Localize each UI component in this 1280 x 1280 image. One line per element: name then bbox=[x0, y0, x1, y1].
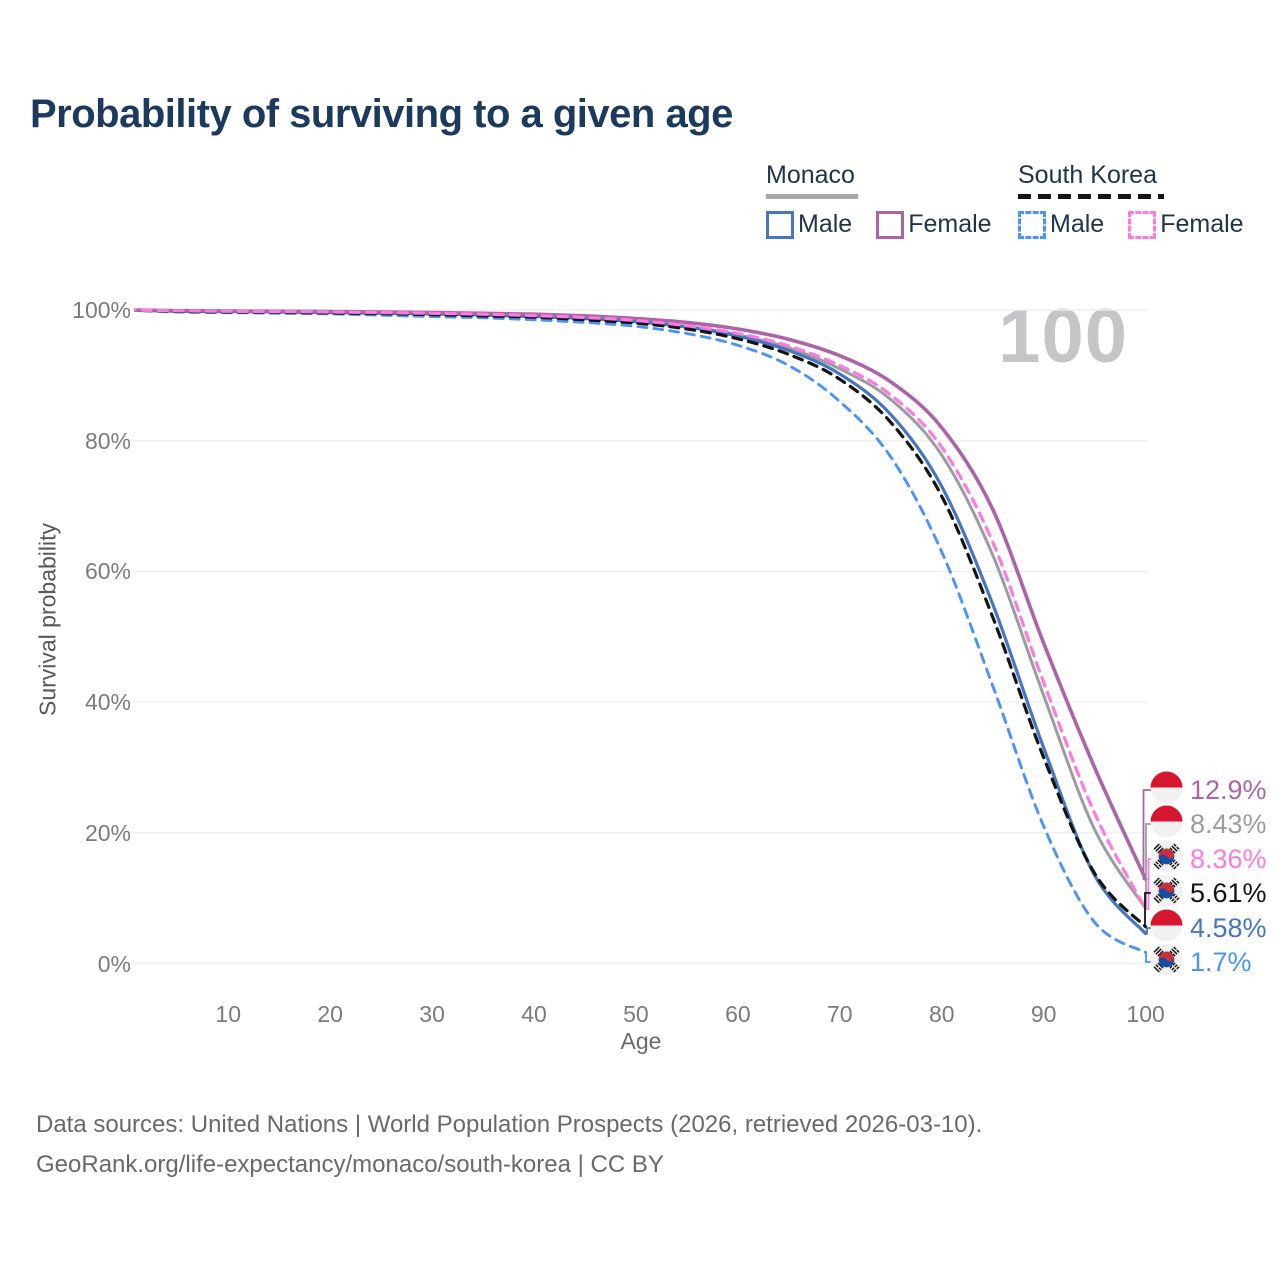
legend-dashed-line-sample bbox=[1018, 194, 1164, 199]
series-line-south-korea-female bbox=[134, 308, 1148, 911]
x-tick-80: 80 bbox=[928, 1001, 955, 1027]
south-korea-flag bbox=[1150, 874, 1183, 912]
monaco-flag-icon bbox=[1150, 909, 1183, 942]
legend-label: Female bbox=[1160, 210, 1244, 238]
end-value-label: 8.43% bbox=[1190, 808, 1267, 839]
legend-group-title: Monaco bbox=[766, 161, 855, 189]
legend-label: Male bbox=[798, 210, 853, 238]
x-tick-70: 70 bbox=[827, 1001, 853, 1027]
x-tick-20: 20 bbox=[317, 1001, 343, 1027]
y-tick-100: 100% bbox=[72, 297, 131, 323]
end-label-monaco-both-sexes: 8.43% bbox=[1150, 805, 1267, 843]
leader-south-korea-female bbox=[1144, 858, 1152, 910]
y-tick-60: 60% bbox=[84, 558, 131, 585]
monaco-flag bbox=[1150, 771, 1183, 809]
legend-swatch-south-korea-female bbox=[1128, 210, 1157, 239]
age-counter-watermark: 100 bbox=[998, 294, 1128, 379]
end-label-monaco-female: 12.9% bbox=[1150, 771, 1267, 809]
y-tick-20: 20% bbox=[84, 819, 131, 846]
x-tick-90: 90 bbox=[1030, 1001, 1057, 1027]
monaco-flag bbox=[1150, 909, 1183, 947]
y-tick-40: 40% bbox=[84, 689, 131, 716]
end-value-label: 12.9% bbox=[1190, 774, 1267, 805]
end-label-south-korea-female: 8.36% bbox=[1150, 840, 1267, 878]
footer-data-sources: Data sources: United Nations | World Pop… bbox=[36, 1111, 983, 1138]
end-label-south-korea-both-sexes: 5.61% bbox=[1150, 874, 1267, 912]
series-line-monaco-male bbox=[134, 308, 1148, 936]
south-korea-flag-icon bbox=[1150, 943, 1183, 976]
series-curves bbox=[134, 308, 1148, 954]
page-title: Probability of surviving to a given age bbox=[30, 92, 733, 136]
x-tick-40: 40 bbox=[521, 1001, 547, 1027]
series-line-monaco-female bbox=[134, 308, 1148, 881]
south-korea-flag bbox=[1150, 943, 1183, 981]
x-tick-10: 10 bbox=[215, 1001, 242, 1027]
leader-monaco-male bbox=[1144, 927, 1152, 935]
legend-solid-line-sample bbox=[766, 194, 858, 199]
footer-attribution: GeoRank.org/life-expectancy/monaco/south… bbox=[36, 1151, 664, 1178]
legend-swatch-monaco-female bbox=[876, 210, 905, 239]
leader-south-korea-male bbox=[1144, 951, 1152, 963]
legend-item-monaco-female[interactable]: Female bbox=[876, 210, 992, 239]
x-tick-30: 30 bbox=[419, 1001, 445, 1027]
south-korea-flag bbox=[1150, 840, 1183, 878]
end-value-label: 1.7% bbox=[1190, 946, 1252, 977]
monaco-flag bbox=[1150, 805, 1183, 843]
leader-monaco-female bbox=[1142, 789, 1152, 881]
end-value-label: 5.61% bbox=[1190, 877, 1267, 908]
south-korea-flag-icon bbox=[1150, 840, 1183, 873]
monaco-flag-icon bbox=[1150, 771, 1183, 804]
x-tick-50: 50 bbox=[623, 1001, 649, 1027]
legend-label: Male bbox=[1050, 210, 1105, 238]
y-tick-80: 80% bbox=[84, 427, 131, 454]
end-value-label: 8.36% bbox=[1190, 843, 1267, 874]
legend-swatch-monaco-male bbox=[766, 210, 794, 239]
legend-group-title: South Korea bbox=[1018, 161, 1157, 189]
south-korea-flag-icon bbox=[1150, 874, 1183, 907]
gridlines bbox=[133, 309, 1148, 965]
series-line-south-korea-both-sexes bbox=[134, 308, 1148, 929]
y-axis-title: Survival probability bbox=[34, 522, 61, 717]
legend-swatch-south-korea-male bbox=[1018, 210, 1046, 239]
series-line-south-korea-male bbox=[134, 308, 1148, 954]
monaco-flag-icon bbox=[1150, 805, 1183, 838]
x-axis-title: Age bbox=[620, 1028, 662, 1054]
legend-item-south-korea-female[interactable]: Female bbox=[1128, 210, 1244, 239]
leader-lines bbox=[1142, 789, 1152, 963]
legend-label: Female bbox=[908, 210, 992, 238]
x-tick-60: 60 bbox=[725, 1001, 751, 1027]
end-label-monaco-male: 4.58% bbox=[1150, 909, 1267, 947]
legend-item-monaco-male[interactable]: Male bbox=[766, 210, 852, 239]
series-line-monaco-both-sexes bbox=[134, 308, 1148, 910]
legend-group-monaco: Monaco Male Female bbox=[766, 161, 992, 239]
footer: Data sources: United Nations | World Pop… bbox=[36, 1105, 982, 1185]
end-value-label: 4.58% bbox=[1190, 912, 1267, 943]
end-label-south-korea-male: 1.7% bbox=[1150, 943, 1252, 981]
y-tick-0: 0% bbox=[97, 950, 131, 977]
x-tick-100: 100 bbox=[1126, 1001, 1165, 1027]
leader-south-korea-both-sexes bbox=[1144, 892, 1152, 928]
legend-item-south-korea-male[interactable]: Male bbox=[1018, 210, 1104, 239]
legend-group-south-korea: South Korea Male Female bbox=[1018, 161, 1244, 239]
